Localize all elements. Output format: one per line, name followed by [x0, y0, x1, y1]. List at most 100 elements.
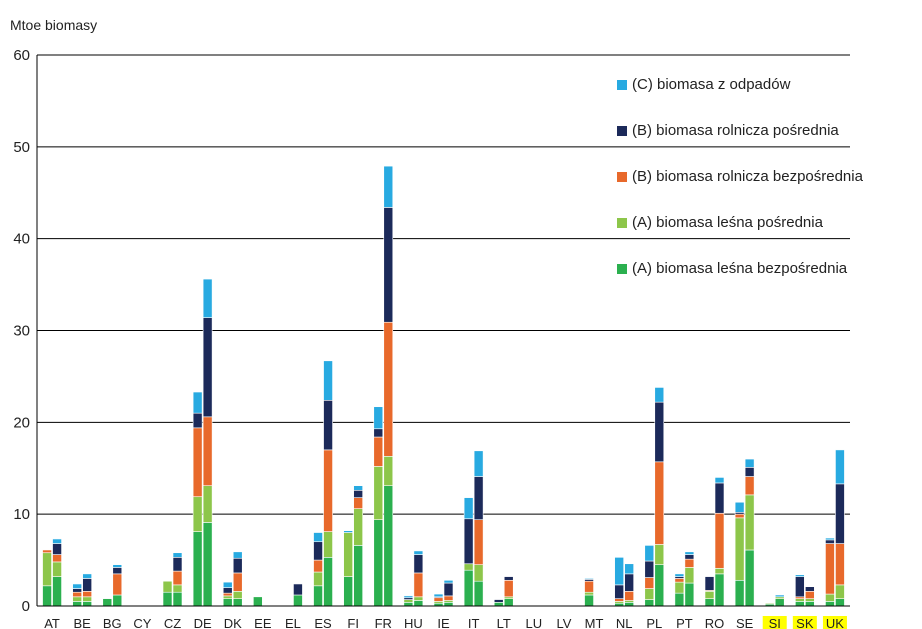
bar-segment-de-2-s0 [202, 522, 213, 607]
bar-segment-bg-2-s0 [112, 594, 123, 607]
x-category-label-sk: SK [796, 616, 814, 629]
bar-segment-fr-2-s2 [383, 321, 394, 457]
bar-segment-fr-2-s4 [383, 165, 394, 208]
bar-segment-bg-2-s3 [112, 567, 123, 575]
bar-segment-lt-1-s3 [493, 599, 504, 603]
bar-segment-sk-2-s2 [805, 591, 815, 599]
bar-segment-be-2-s3 [82, 578, 92, 592]
bar-segment-at-1-s0 [42, 585, 52, 607]
category-highlights [762, 616, 847, 629]
y-tick-label: 20 [13, 414, 30, 431]
bar-segment-ro-2-s2 [714, 512, 725, 569]
bar-segment-ro-2-s1 [714, 568, 725, 575]
bar-segment-pt-2-s2 [684, 558, 695, 568]
bar-segment-el-2-s3 [293, 583, 303, 596]
legend-swatch-1 [617, 80, 627, 90]
bar-segment-lt-2-s3 [503, 576, 514, 581]
bar-segment-uk-1-s4 [825, 537, 835, 541]
bar-segment-ro-2-s0 [714, 573, 725, 607]
bar-segment-at-2-s1 [52, 561, 62, 577]
bar-segment-hu-2-s0 [413, 600, 424, 607]
bar-segment-pt-2-s0 [684, 582, 695, 607]
legend-swatch-3 [617, 172, 627, 182]
bar-segment-de-2-s3 [202, 317, 213, 418]
bar-segment-de-2-s4 [202, 278, 213, 318]
x-category-label-ee: EE [254, 616, 272, 629]
bar-segment-mt-1-s0 [584, 594, 594, 607]
bar-segment-it-1-s1 [463, 563, 474, 571]
y-tick-label: 40 [13, 231, 30, 248]
bar-segment-es-2-s4 [323, 360, 333, 401]
bar-segment-ie-2-s0 [443, 602, 454, 607]
bar-segment-ro-1-s3 [704, 576, 715, 591]
bar-segment-sk-1-s3 [795, 576, 805, 598]
x-category-label-pt: PT [676, 616, 693, 629]
bar-segment-pl-1-s2 [644, 577, 655, 589]
x-category-label-be: BE [73, 616, 91, 629]
bar-segment-de-1-s2 [192, 427, 203, 498]
category-highlight-si [762, 616, 787, 629]
bar-segment-it-2-s0 [473, 580, 484, 607]
bar-segment-sk-1-s0 [795, 601, 805, 607]
bar-segment-cz-2-s1 [172, 584, 183, 593]
x-category-label-fr: FR [375, 616, 392, 629]
bar-segment-ie-1-s2 [433, 597, 444, 602]
bar-segment-fi-1-s4 [343, 530, 353, 533]
category-highlight-sk [792, 616, 817, 629]
bar-segment-cz-1-s0 [162, 591, 173, 607]
bar-segment-si-2-s4 [774, 594, 785, 598]
bar-segment-ie-2-s2 [443, 595, 454, 601]
bar-segment-es-1-s0 [313, 585, 323, 607]
bar-segment-ro-1-s1 [704, 591, 715, 599]
bar-segment-bg-2-s4 [112, 564, 123, 568]
bar-segment-ro-2-s4 [714, 477, 725, 484]
bar-segment-es-1-s1 [313, 571, 323, 587]
bar-segment-uk-2-s1 [835, 584, 845, 599]
bar-segment-at-2-s3 [52, 543, 62, 555]
bar-segment-se-1-s2 [734, 513, 745, 519]
bar-segment-de-2-s1 [202, 485, 213, 523]
bar-segment-nl-1-s4 [614, 557, 624, 586]
bar-segment-uk-1-s0 [825, 601, 835, 607]
legend-label-3: (B) biomasa rolnicza bezpośrednia [632, 168, 864, 185]
bar-segment-cz-1-s1 [162, 580, 173, 593]
y-tick-label: 60 [13, 47, 30, 64]
x-category-label-bg: BG [103, 616, 122, 629]
bar-segment-mt-1-s2 [584, 580, 594, 593]
bar-segment-pl-2-s1 [654, 544, 665, 565]
bar-segment-sk-2-s0 [805, 601, 815, 607]
bar-segment-it-1-s4 [463, 497, 474, 520]
bar-segment-cz-2-s3 [172, 557, 183, 572]
bar-segment-pt-2-s1 [684, 567, 695, 584]
bar-segment-hu-2-s2 [413, 572, 424, 598]
bar-segment-pt-1-s1 [674, 581, 685, 594]
bar-segment-at-2-s4 [52, 538, 62, 544]
bar-segment-ie-2-s4 [443, 579, 454, 584]
bar-segment-de-1-s0 [192, 531, 203, 607]
x-category-label-pl: PL [646, 616, 662, 629]
bar-segment-fr-1-s0 [373, 519, 384, 607]
bar-segment-se-1-s0 [734, 579, 745, 607]
bar-segment-se-2-s3 [744, 467, 755, 477]
bar-segment-nl-2-s0 [624, 602, 634, 607]
bar-segment-hu-1-s0 [403, 602, 414, 607]
bar-segment-hu-1-s4 [403, 595, 414, 599]
bar-segment-es-2-s1 [323, 531, 333, 558]
bar-segment-se-1-s1 [734, 517, 745, 581]
bar-segment-fi-1-s0 [343, 576, 353, 607]
bar-segment-pl-1-s0 [644, 599, 655, 607]
bars [42, 165, 845, 607]
x-category-label-lu: LU [526, 616, 543, 629]
y-axis-tick-labels: 0 10 20 30 40 50 60 [13, 47, 30, 615]
bar-segment-nl-2-s4 [624, 563, 634, 575]
legend-swatch-4 [617, 218, 627, 228]
bar-segment-pt-1-s4 [674, 573, 685, 577]
bar-segment-bg-2-s2 [112, 573, 123, 596]
bar-segment-uk-2-s4 [835, 449, 845, 485]
bar-segment-dk-1-s1 [222, 595, 233, 599]
bar-segment-dk-2-s3 [232, 557, 243, 574]
bar-segment-fi-2-s3 [353, 489, 363, 498]
y-tick-label: 0 [22, 598, 30, 615]
bar-segment-be-2-s4 [82, 573, 92, 579]
